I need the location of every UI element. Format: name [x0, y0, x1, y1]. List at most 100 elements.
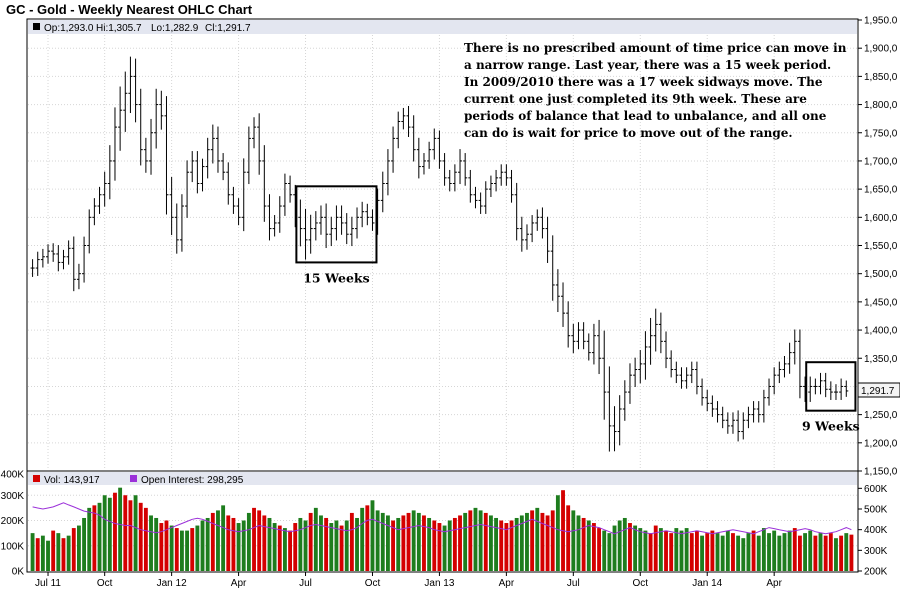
ohlc-bar — [154, 88, 159, 149]
ohlc-bar — [447, 169, 452, 192]
volume-bar — [76, 525, 81, 571]
volume-bar — [205, 517, 210, 571]
volume-bar — [427, 517, 432, 571]
oi-legend-swatch — [130, 475, 137, 482]
price-ohlc-bars — [30, 56, 849, 452]
volume-bar — [216, 510, 220, 571]
volume-bar — [797, 535, 802, 571]
price-tick-label: 1,950.0 — [864, 16, 898, 27]
volume-bar — [200, 520, 205, 571]
ohlc-bar — [705, 389, 710, 412]
ohlc-bar — [828, 381, 833, 400]
ohlc-bar — [396, 111, 401, 149]
volume-bar — [813, 535, 818, 571]
ohlc-bar — [210, 124, 215, 164]
volume-bar — [66, 535, 71, 571]
volume-bar — [221, 505, 226, 571]
ohlc-bar — [468, 169, 473, 203]
x-tick-label: Jul — [299, 578, 312, 589]
ohlc-bar — [221, 153, 226, 181]
volume-bar — [406, 512, 411, 571]
price-tick-label: 1,900,0 — [864, 44, 898, 55]
last-price-label: 1,291.7 — [861, 386, 895, 397]
volume-bar — [87, 507, 92, 571]
volume-bar — [633, 525, 638, 571]
volume-bar — [262, 515, 267, 571]
ohlc-bar — [725, 412, 730, 434]
ohlc-bar — [149, 118, 154, 175]
ohlc-bar — [540, 207, 545, 239]
price-tick-label: 1,800,0 — [864, 100, 898, 111]
volume-bar — [818, 533, 823, 571]
legend-open: Op:1,293.0 — [44, 23, 94, 34]
ohlc-bar — [617, 395, 622, 446]
annotation-line: periods of balance that lead to unbalanc… — [464, 109, 827, 123]
annotation-text: There is no prescribed amount of time pr… — [464, 41, 847, 140]
ohlc-bar — [128, 56, 133, 114]
volume-bar — [694, 530, 699, 571]
ohlc-bar — [76, 263, 81, 290]
volume-bar — [385, 515, 390, 571]
volume-bar — [195, 525, 200, 571]
volume-bar — [741, 538, 746, 571]
consolidation-boxes: 15 Weeks 9 Weeks — [295, 185, 860, 434]
legend-high: Hi:1,305.7 — [96, 23, 142, 34]
ohlc-bar — [689, 361, 694, 384]
volume-bar — [35, 538, 40, 571]
volume-bar — [839, 535, 844, 571]
ohlc-bar — [823, 372, 828, 398]
volume-bar — [143, 507, 148, 571]
volume-bar — [185, 530, 190, 571]
consolidation-box — [295, 185, 378, 264]
ohlc-bar — [463, 153, 468, 186]
volume-bar — [519, 515, 524, 571]
volume-bar — [576, 515, 581, 571]
volume-bar — [617, 520, 622, 571]
volume-bar — [540, 512, 545, 571]
volume-bar — [71, 528, 76, 571]
ohlc-bar — [365, 203, 370, 226]
ohlc-bar — [169, 177, 174, 236]
volume-bar — [442, 525, 447, 571]
price-tick-label: 1,650,0 — [864, 185, 898, 196]
ohlc-bar — [190, 151, 195, 183]
volume-bar — [190, 528, 195, 571]
ohlc-bar — [437, 130, 442, 169]
volume-bar — [545, 515, 550, 571]
ohlc-bar — [406, 105, 411, 137]
volume-tick-label: 100K — [1, 541, 25, 552]
volume-bar — [324, 517, 329, 571]
ohlc-bar — [257, 113, 262, 175]
x-tick-label: Oct — [97, 578, 113, 589]
volume-bar — [164, 520, 169, 571]
ohlc-bar — [205, 137, 210, 179]
ohlc-bar — [509, 169, 514, 203]
ohlc-bar — [231, 186, 236, 214]
volume-bar — [597, 528, 602, 571]
ohlc-bar — [530, 215, 535, 243]
volume-bar — [684, 528, 689, 571]
volume-bar — [669, 533, 674, 571]
ohlc-bar — [519, 216, 524, 252]
volume-bar — [319, 515, 323, 571]
volume-bar — [679, 530, 684, 571]
volume-bar — [628, 523, 632, 571]
volume-bar — [231, 517, 236, 571]
ohlc-bar — [751, 401, 756, 423]
price-tick-label: 1,700,0 — [864, 156, 898, 167]
volume-bar — [46, 540, 50, 571]
ohlc-bar — [633, 357, 638, 388]
ohlc-bar — [35, 251, 40, 276]
volume-bar — [339, 525, 344, 571]
ohlc-bar — [30, 259, 35, 277]
volume-bar — [411, 510, 416, 571]
ohlc-bar — [478, 192, 483, 214]
oi-tick-label: 200K — [864, 567, 888, 578]
chart-title: GC - Gold - Weekly Nearest OHLC Chart — [6, 2, 253, 17]
ohlc-bar — [324, 203, 329, 249]
volume-bar — [210, 512, 215, 571]
ohlc-bar — [736, 410, 741, 442]
volume-bar — [391, 520, 396, 571]
x-tick-label: Jul — [567, 578, 580, 589]
volume-bar — [257, 510, 262, 571]
